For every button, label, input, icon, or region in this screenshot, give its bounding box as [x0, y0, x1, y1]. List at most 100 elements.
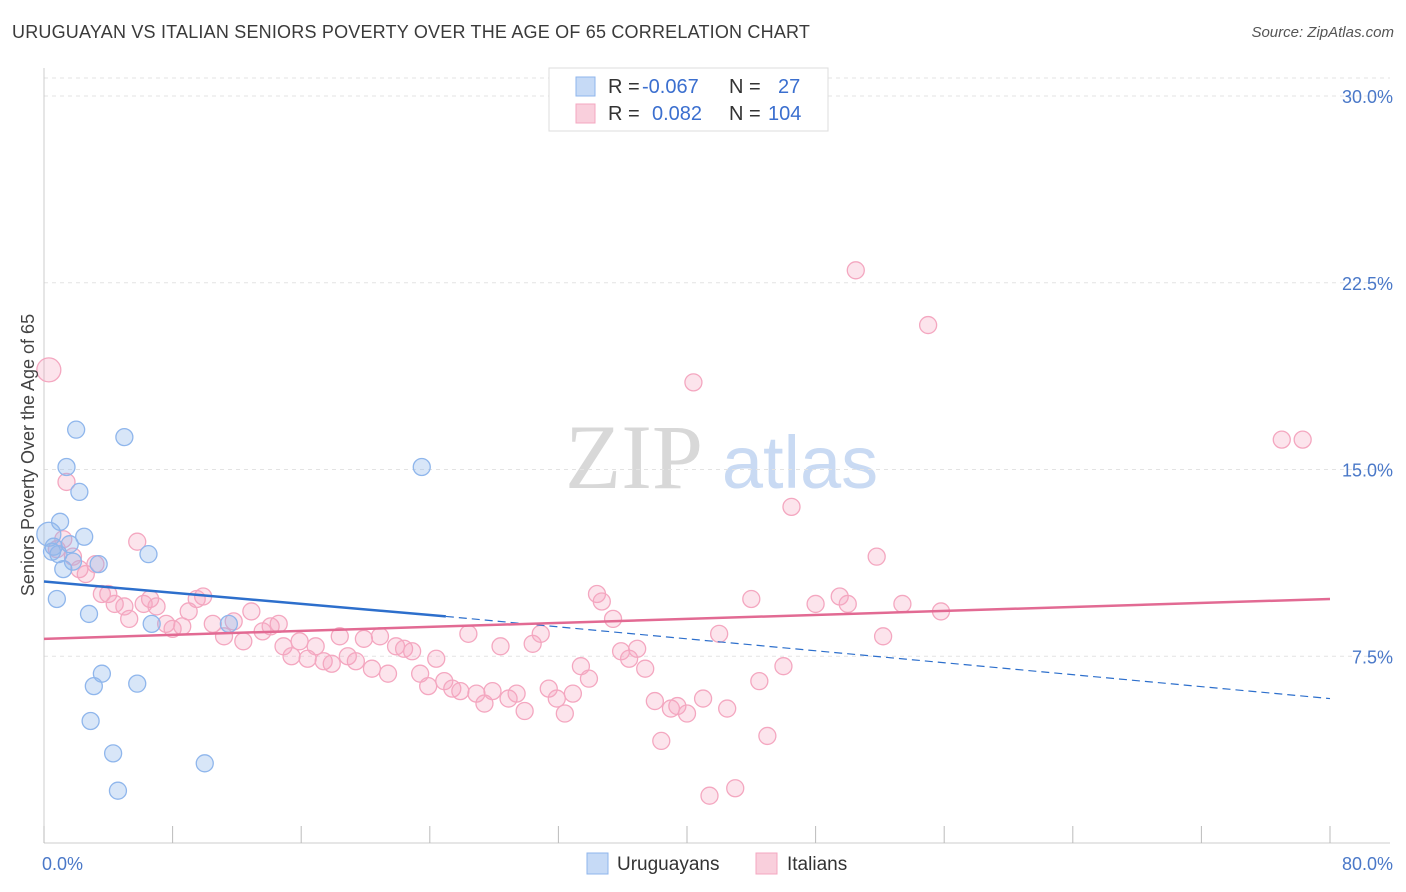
point-uruguayans — [57, 457, 76, 477]
legend-swatch-italians — [575, 103, 596, 124]
point-uruguayans — [412, 457, 431, 477]
x-tick-label-max: 80.0% — [1342, 854, 1393, 874]
point-uruguayans — [195, 754, 214, 773]
point-italians — [700, 786, 719, 805]
svg-text:R =: R = — [608, 76, 640, 98]
trend-line-uruguayans — [43, 580, 446, 618]
point-italians — [354, 629, 374, 648]
point-italians — [579, 669, 599, 688]
point-italians — [459, 624, 478, 643]
x-tick-label-min: 0.0% — [42, 854, 83, 874]
point-uruguayans — [49, 545, 68, 564]
n-value-uruguayans: 27 — [778, 76, 800, 98]
point-uruguayans — [81, 711, 100, 731]
point-italians — [290, 632, 309, 651]
legend-uruguayans-swatch — [586, 852, 609, 875]
point-italians — [758, 726, 777, 746]
point-italians — [563, 684, 583, 703]
point-uruguayans — [47, 589, 67, 609]
legend-italians-swatch — [755, 852, 778, 875]
tick-labels: 7.5% 15.0% 22.5% 30.0% 0.0% 80.0% — [42, 87, 1393, 874]
watermark-zip: ZIP — [565, 406, 703, 508]
point-italians — [378, 664, 398, 683]
point-italians — [893, 594, 912, 614]
data-points — [36, 261, 1312, 805]
point-italians — [718, 699, 737, 718]
point-italians — [1293, 430, 1312, 449]
y-tick-label: 22.5% — [1342, 274, 1393, 294]
point-uruguayans — [79, 604, 99, 624]
watermark-atlas: atlas — [722, 421, 878, 504]
point-italians — [873, 627, 893, 646]
point-italians — [507, 684, 526, 703]
point-italians — [918, 315, 938, 335]
point-italians — [483, 681, 502, 701]
r-value-italians: 0.082 — [652, 103, 702, 125]
chart-title: URUGUAYAN VS ITALIAN SENIORS POVERTY OVE… — [12, 22, 811, 42]
point-italians — [120, 609, 139, 629]
point-italians — [36, 357, 62, 383]
point-italians — [234, 632, 253, 651]
trend-lines — [43, 580, 1331, 700]
point-uruguayans — [115, 427, 134, 447]
point-italians — [684, 373, 703, 392]
point-italians — [1272, 430, 1291, 449]
y-tick-label: 15.0% — [1342, 461, 1393, 481]
point-italians — [668, 696, 687, 716]
point-uruguayans — [89, 554, 108, 574]
point-italians — [269, 614, 288, 634]
grid-lines — [44, 77, 1390, 657]
point-uruguayans — [50, 512, 70, 531]
point-italians — [306, 637, 325, 656]
trend-extension-uruguayans — [445, 615, 1331, 700]
point-italians — [603, 609, 623, 629]
point-italians — [330, 627, 349, 646]
point-italians — [147, 597, 166, 616]
svg-text:N =: N = — [729, 76, 761, 98]
point-italians — [693, 689, 713, 708]
y-tick-label: 7.5% — [1352, 647, 1393, 667]
point-uruguayans — [139, 545, 158, 564]
point-italians — [402, 642, 422, 661]
point-italians — [726, 779, 745, 798]
trend-line-italians — [43, 597, 1331, 641]
point-italians — [362, 659, 382, 678]
axes — [43, 68, 1390, 844]
y-axis-label: Seniors Poverty Over the Age of 65 — [18, 314, 38, 596]
point-uruguayans — [75, 527, 94, 546]
point-italians — [782, 497, 801, 517]
source-credit: Source: ZipAtlas.com — [1251, 24, 1394, 41]
point-italians — [419, 676, 438, 696]
legend-uruguayans-label: Uruguayans — [617, 854, 719, 875]
point-italians — [322, 654, 341, 673]
point-uruguayans — [103, 744, 123, 763]
point-uruguayans — [67, 420, 86, 439]
r-value-uruguayans: -0.067 — [642, 76, 699, 98]
point-italians — [282, 647, 301, 666]
legend-italians-label: Italians — [787, 854, 847, 875]
point-uruguayans — [63, 552, 83, 571]
point-italians — [645, 691, 664, 711]
series-legend: Uruguayans Italians — [586, 852, 847, 875]
svg-text:N =: N = — [729, 103, 761, 125]
point-italians — [242, 602, 261, 621]
point-italians — [846, 261, 865, 280]
point-italians — [652, 731, 671, 751]
point-italians — [806, 594, 825, 614]
point-italians — [99, 584, 118, 604]
point-italians — [128, 532, 147, 551]
point-italians — [427, 649, 446, 668]
y-tick-label: 30.0% — [1342, 87, 1393, 107]
point-italians — [57, 472, 76, 492]
point-italians — [677, 704, 697, 723]
point-italians — [774, 657, 793, 676]
point-uruguayans — [128, 674, 147, 693]
point-italians — [555, 704, 574, 723]
point-italians — [370, 627, 390, 646]
point-italians — [547, 689, 566, 708]
point-italians — [592, 592, 611, 611]
point-italians — [531, 624, 550, 643]
svg-text:R =: R = — [608, 103, 640, 125]
point-italians — [224, 612, 243, 631]
